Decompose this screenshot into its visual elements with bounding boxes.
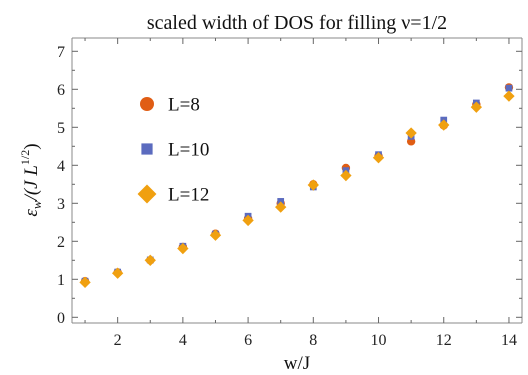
y-label-sup: 1/2 (18, 150, 32, 165)
axis-ticks (72, 38, 522, 323)
data-point (275, 201, 287, 213)
y-tick-label: 7 (57, 44, 65, 61)
y-tick-label: 0 (57, 310, 65, 327)
data-point (372, 152, 385, 164)
y-tick-label: 5 (57, 120, 65, 137)
data-point (503, 90, 515, 102)
y-label-mid: /(J L (21, 165, 42, 201)
y-tick-label: 6 (57, 82, 65, 99)
y-tick-label: 3 (57, 196, 65, 213)
y-axis-label: εw/(J L1/2) (18, 143, 44, 216)
legend: L=8 L=10 L=12 (137, 95, 209, 206)
x-tick-label: 2 (114, 332, 122, 349)
x-tick-label: 14 (501, 332, 517, 349)
data-point (144, 254, 156, 266)
y-tick-label: 1 (57, 272, 65, 289)
data-point (209, 229, 222, 241)
data-point (438, 119, 450, 131)
data-point (111, 267, 124, 279)
x-tick-label: 4 (179, 332, 187, 349)
y-label-eps-sub: w (29, 200, 44, 209)
y-label-eps: ε (21, 209, 42, 217)
plot-frame (71, 37, 523, 324)
legend-marker (137, 184, 157, 204)
legend-marker (140, 97, 154, 111)
x-tick-label: 10 (371, 332, 387, 349)
data-point (505, 84, 513, 92)
data-point (405, 127, 417, 139)
legend-label: L=12 (168, 185, 209, 206)
chart-title: scaled width of DOS for filling ν=1/2 (147, 12, 447, 34)
legend-label: L=8 (168, 95, 200, 116)
data-point (277, 198, 285, 205)
legend-label: L=10 (168, 140, 209, 161)
y-tick-label: 2 (57, 234, 65, 251)
x-axis-label: w/J (284, 353, 310, 374)
legend-marker (141, 143, 153, 155)
y-label-close: ) (21, 143, 42, 149)
x-tick-label: 8 (309, 332, 317, 349)
x-tick-label: 12 (436, 332, 452, 349)
data-point (79, 276, 91, 289)
data-point (307, 179, 319, 191)
data-point (340, 169, 352, 182)
data-point (177, 242, 189, 255)
y-tick-label: 4 (57, 158, 65, 175)
x-tick-label: 6 (244, 332, 252, 349)
data-points (79, 83, 515, 289)
data-point (242, 214, 254, 227)
data-point (470, 101, 483, 113)
